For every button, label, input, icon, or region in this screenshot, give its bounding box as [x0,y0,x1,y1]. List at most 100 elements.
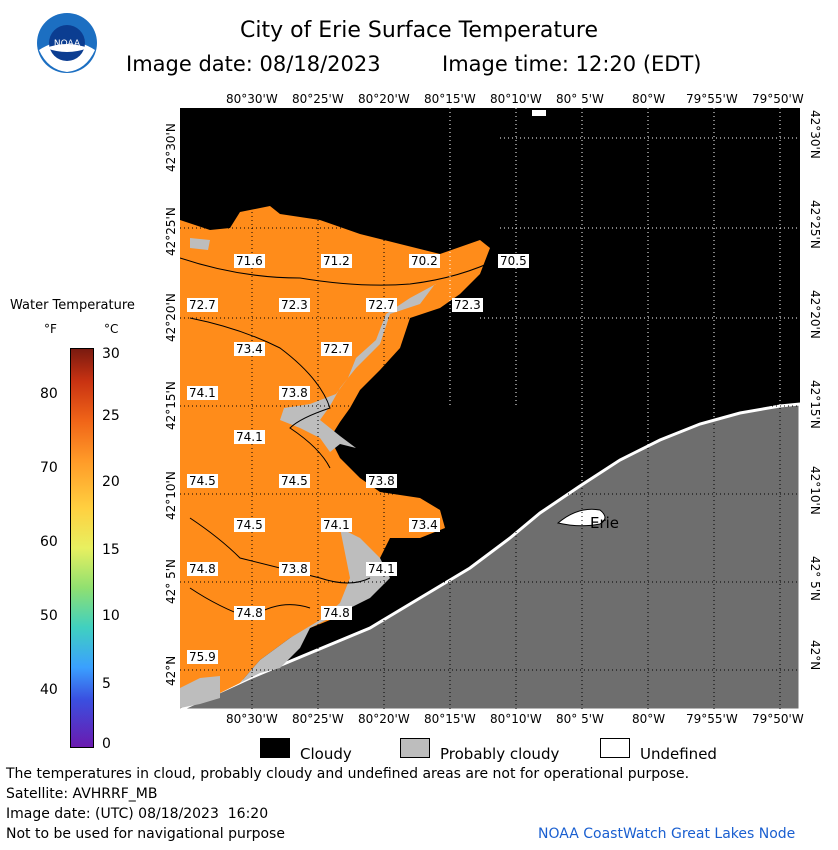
water-area [180,206,490,708]
isotherm-line [189,317,331,469]
land-area [180,402,800,710]
temperature-label: 72.3 [452,298,483,312]
temperature-label: 74.1 [234,430,265,444]
temperature-label: 74.8 [321,606,352,620]
lat-tick-left: 42°10'N [164,471,178,520]
probably-cloudy-area [280,284,436,452]
lat-tick-left: 42°N [164,655,178,686]
temperature-label: 73.8 [279,562,310,576]
temperature-label: 73.4 [234,342,265,356]
colorbar-f-tick: 80 [40,386,58,402]
undefined-area [532,110,546,116]
noaa-logo-text: NOAA [54,39,81,49]
temperature-label: 70.5 [498,254,529,268]
lon-tick-top: 80°W [632,92,666,106]
lon-tick-bottom: 80°15'W [424,712,476,726]
colorbar-c-tick: 30 [102,346,120,362]
colorbar-c-tick: 10 [102,608,120,624]
graticule-dark [449,108,800,488]
temperature-label: 74.1 [321,518,352,532]
temperature-label: 71.2 [321,254,352,268]
legend-swatch-undefined [600,738,630,758]
temperature-label: 74.5 [234,518,265,532]
colorbar-gradient [70,348,94,748]
colorbar-f-tick: 50 [40,608,58,624]
lat-tick-right: 42°15'N [808,380,822,429]
temperature-label: 73.8 [279,386,310,400]
colorbar-c-tick: 25 [102,408,120,424]
colorbar-f-tick: 40 [40,682,58,698]
colorbar-title: Water Temperature [10,298,135,313]
lat-tick-right: 42°25'N [808,200,822,249]
colorbar-unit-f: °F [44,322,57,336]
temperature-label: 73.4 [409,518,440,532]
lat-tick-right: 42°30'N [808,110,822,159]
lon-tick-bottom: 80°20'W [358,712,410,726]
image-time: Image time: 12:20 (EDT) [442,52,702,76]
page-title: City of Erie Surface Temperature [239,18,599,43]
lon-tick-top: 79°55'W [686,92,738,106]
map-panel [180,108,800,710]
legend-swatch-probably-cloudy [400,738,430,758]
lat-tick-left: 42°15'N [164,381,178,430]
temperature-label: 74.8 [234,606,265,620]
isotherm-line [180,257,501,286]
legend-label-probably-cloudy: Probably cloudy [440,745,560,763]
lon-tick-bottom: 79°55'W [686,712,738,726]
lon-tick-bottom: 80° 5'W [556,712,604,726]
lon-tick-top: 79°50'W [752,92,804,106]
lon-tick-top: 80° 5'W [556,92,604,106]
lon-tick-top: 80°20'W [358,92,410,106]
temperature-label: 74.5 [279,474,310,488]
colorbar-f-tick: 60 [40,534,58,550]
lon-tick-bottom: 80°25'W [292,712,344,726]
footer-utc-date: Image date: (UTC) 08/18/2023 16:20 [6,806,269,822]
lat-tick-left: 42°25'N [164,207,178,256]
footer-credit: NOAA CoastWatch Great Lakes Node [538,826,796,842]
city-label-erie: Erie [590,514,620,532]
temperature-label: 72.7 [366,298,397,312]
temperature-label: 74.1 [187,386,218,400]
footer-satellite: Satellite: AVHRRF_MB [6,786,158,802]
presque-isle [556,508,606,527]
temperature-label: 72.7 [187,298,218,312]
temperature-label: 72.3 [279,298,310,312]
lat-tick-right: 42°10'N [808,466,822,515]
colorbar-c-tick: 15 [102,542,120,558]
temperature-label: 75.9 [187,650,218,664]
lat-tick-left: 42°30'N [164,123,178,172]
lon-tick-bottom: 80°W [632,712,666,726]
lat-tick-right: 42°N [808,640,822,671]
temperature-label: 71.6 [234,254,265,268]
lat-tick-right: 42° 5'N [808,556,822,601]
lon-tick-top: 80°10'W [490,92,542,106]
lat-tick-left: 42°20'N [164,293,178,342]
probably-cloudy-area [240,528,390,683]
isotherm-line [189,517,371,584]
noaa-logo-icon: NOAA [37,13,97,73]
temperature-label: 74.8 [187,562,218,576]
lon-tick-bottom: 80°10'W [490,712,542,726]
lon-tick-bottom: 80°30'W [226,712,278,726]
probably-cloudy-area [180,676,220,708]
temperature-label: 73.8 [366,474,397,488]
temperature-label: 74.1 [366,562,397,576]
lon-tick-top: 80°15'W [424,92,476,106]
legend-label-cloudy: Cloudy [300,745,352,763]
temperature-label: 72.7 [321,342,352,356]
lon-tick-top: 80°25'W [292,92,344,106]
colorbar-c-tick: 0 [102,736,111,752]
colorbar-f-tick: 70 [40,460,58,476]
footer-nav-warning: Not to be used for navigational purpose [6,826,285,842]
temperature-label: 70.2 [409,254,440,268]
footer-disclaimer: The temperatures in cloud, probably clou… [6,766,690,782]
colorbar-c-tick: 20 [102,474,120,490]
image-date: Image date: 08/18/2023 [126,52,381,76]
colorbar-c-tick: 5 [102,676,111,692]
legend-label-undefined: Undefined [640,745,717,763]
lon-tick-top: 80°30'W [226,92,278,106]
legend-swatch-cloudy [260,738,290,758]
lon-tick-bottom: 79°50'W [752,712,804,726]
probably-cloudy-area [190,238,210,250]
lat-tick-right: 42°20'N [808,290,822,339]
